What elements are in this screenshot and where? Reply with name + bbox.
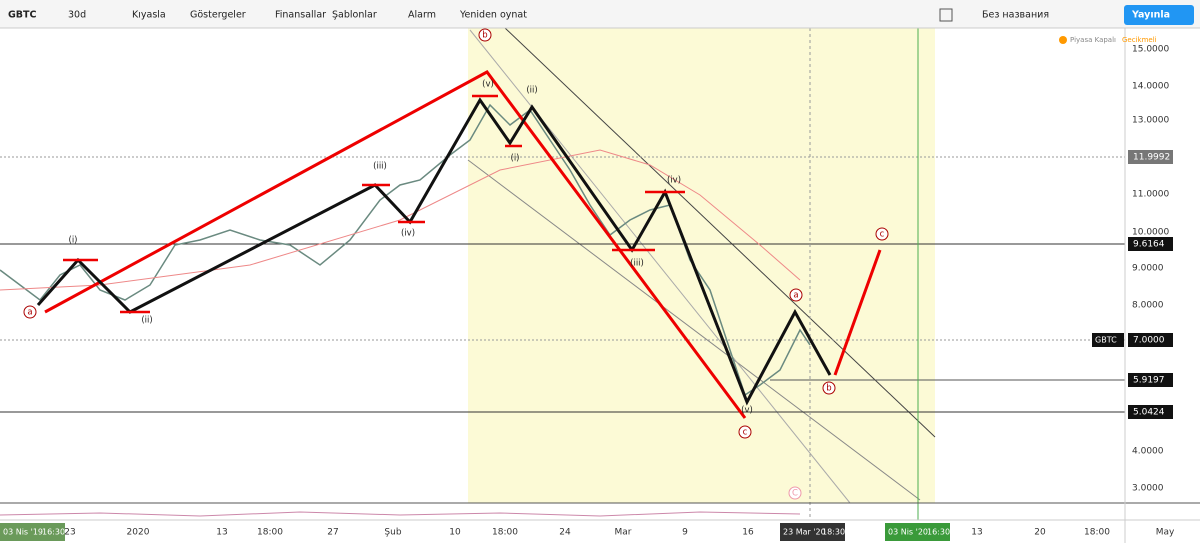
price-tick: 14.0000 [1132, 82, 1169, 92]
price-marker-box [1128, 237, 1173, 251]
wave-label: (ii) [141, 316, 152, 326]
price-marker-box [1128, 373, 1173, 387]
toolbar-item[interactable]: Kıyasla [132, 10, 166, 21]
price-marker-box [1128, 150, 1173, 164]
symbol[interactable]: GBTC [8, 10, 37, 21]
price-tick: 3.0000 [1132, 484, 1164, 494]
channel-line [467, 159, 921, 501]
layout-name[interactable]: Без названия [982, 10, 1049, 21]
price-marker-box [1128, 333, 1173, 347]
wave-label: a [27, 308, 32, 318]
price-tick: 13.0000 [1132, 116, 1169, 126]
wave-circle [23, 305, 37, 319]
wave-red [44, 70, 747, 419]
price-tick: 4.0000 [1132, 447, 1164, 457]
wave-label: a [793, 291, 798, 301]
time-tick: 24 [559, 528, 571, 538]
price-tick: 11.0000 [1132, 190, 1169, 200]
wave-label: (iv) [401, 229, 415, 239]
channel-line [504, 27, 936, 438]
indicator [0, 511, 801, 517]
toolbar-item[interactable]: Finansallar [275, 10, 326, 21]
wave-circle [822, 381, 836, 395]
wave-label: C [792, 489, 798, 499]
symbol-tag: GBTC [1095, 336, 1117, 345]
time-tick: Şub [384, 528, 401, 538]
wave-markers [63, 94, 685, 314]
delay-status: Gecikmeli [1122, 36, 1157, 44]
symbol-tag-box [1092, 333, 1124, 347]
time-tick: 18:00 [492, 528, 518, 538]
wave-label: (iv) [667, 176, 681, 186]
wave-label: (v) [741, 406, 753, 416]
wave-circle [738, 425, 752, 439]
price-tick: 9.0000 [1132, 264, 1164, 274]
wave-label: c [743, 428, 748, 438]
price-candles [0, 103, 811, 397]
time-marker-box [885, 523, 950, 541]
price-tick: 10.0000 [1132, 228, 1169, 238]
time-marker-date: 03 Nis '19 [3, 528, 43, 537]
moving-average [0, 149, 801, 291]
time-tick: 18:00 [257, 528, 283, 538]
time-marker-date: 03 Nis '20 [888, 528, 928, 537]
time-tick: May [1156, 528, 1175, 538]
time-tick: 13 [216, 528, 227, 538]
wave-circle [788, 486, 802, 500]
time-tick: 9 [682, 528, 688, 538]
time-marker-time: 16:30 [42, 528, 65, 537]
wave-label: (iii) [373, 162, 387, 172]
price-tick: 15.0000 [1132, 45, 1169, 55]
interval[interactable]: 30d [68, 10, 86, 21]
status-dot [1059, 36, 1067, 44]
time-tick: 18:00 [1084, 528, 1110, 538]
wave-label: (i) [69, 236, 78, 246]
price-marker: 9.6164 [1133, 240, 1165, 250]
wave-label: (iii) [630, 259, 644, 269]
checkbox[interactable] [939, 8, 953, 22]
wave-circle [875, 227, 889, 241]
time-marker-date: 23 Mar '20 [783, 528, 826, 537]
time-marker-box [780, 523, 845, 541]
time-tick: 2020 [127, 528, 150, 538]
price-marker-box [1128, 405, 1173, 419]
price-marker: 5.9197 [1133, 376, 1165, 386]
price-marker: 11.9992 [1133, 153, 1170, 163]
time-marker-time: 18:30 [822, 528, 845, 537]
toolbar [0, 0, 1200, 28]
publish-label[interactable]: Yayınla [1131, 10, 1170, 21]
wave-circle [478, 28, 492, 42]
wave-label: (ii) [526, 86, 537, 96]
time-tick: 23 [64, 528, 75, 538]
toolbar-item[interactable]: Göstergeler [190, 10, 246, 21]
channel-fill [468, 28, 935, 503]
toolbar-item[interactable]: Alarm [408, 10, 436, 21]
time-tick: 27 [327, 528, 338, 538]
wave-label: b [826, 384, 831, 394]
market-status: Piyasa Kapalı [1070, 36, 1116, 44]
price-tick: 8.0000 [1132, 301, 1164, 311]
time-tick: 10 [449, 528, 461, 538]
time-tick: 16 [742, 528, 754, 538]
time-marker-box [0, 523, 65, 541]
wave-label: (v) [482, 80, 494, 90]
wave-label: c [880, 230, 885, 240]
wave-circle [789, 288, 803, 302]
price-marker: 7.0000 [1133, 336, 1165, 346]
wave-label: b [482, 31, 487, 41]
time-tick: 13 [971, 528, 982, 538]
price-marker: 5.0424 [1133, 408, 1165, 418]
toolbar-item[interactable]: Yeniden oynat [459, 10, 527, 21]
publish-button[interactable] [1124, 5, 1194, 25]
toolbar-item[interactable]: Şablonlar [332, 10, 377, 21]
wave-red [833, 249, 882, 376]
time-marker-time: 16:30 [927, 528, 950, 537]
wave-label: (i) [511, 154, 520, 164]
time-tick: Mar [615, 528, 632, 538]
time-tick: 20 [1034, 528, 1046, 538]
